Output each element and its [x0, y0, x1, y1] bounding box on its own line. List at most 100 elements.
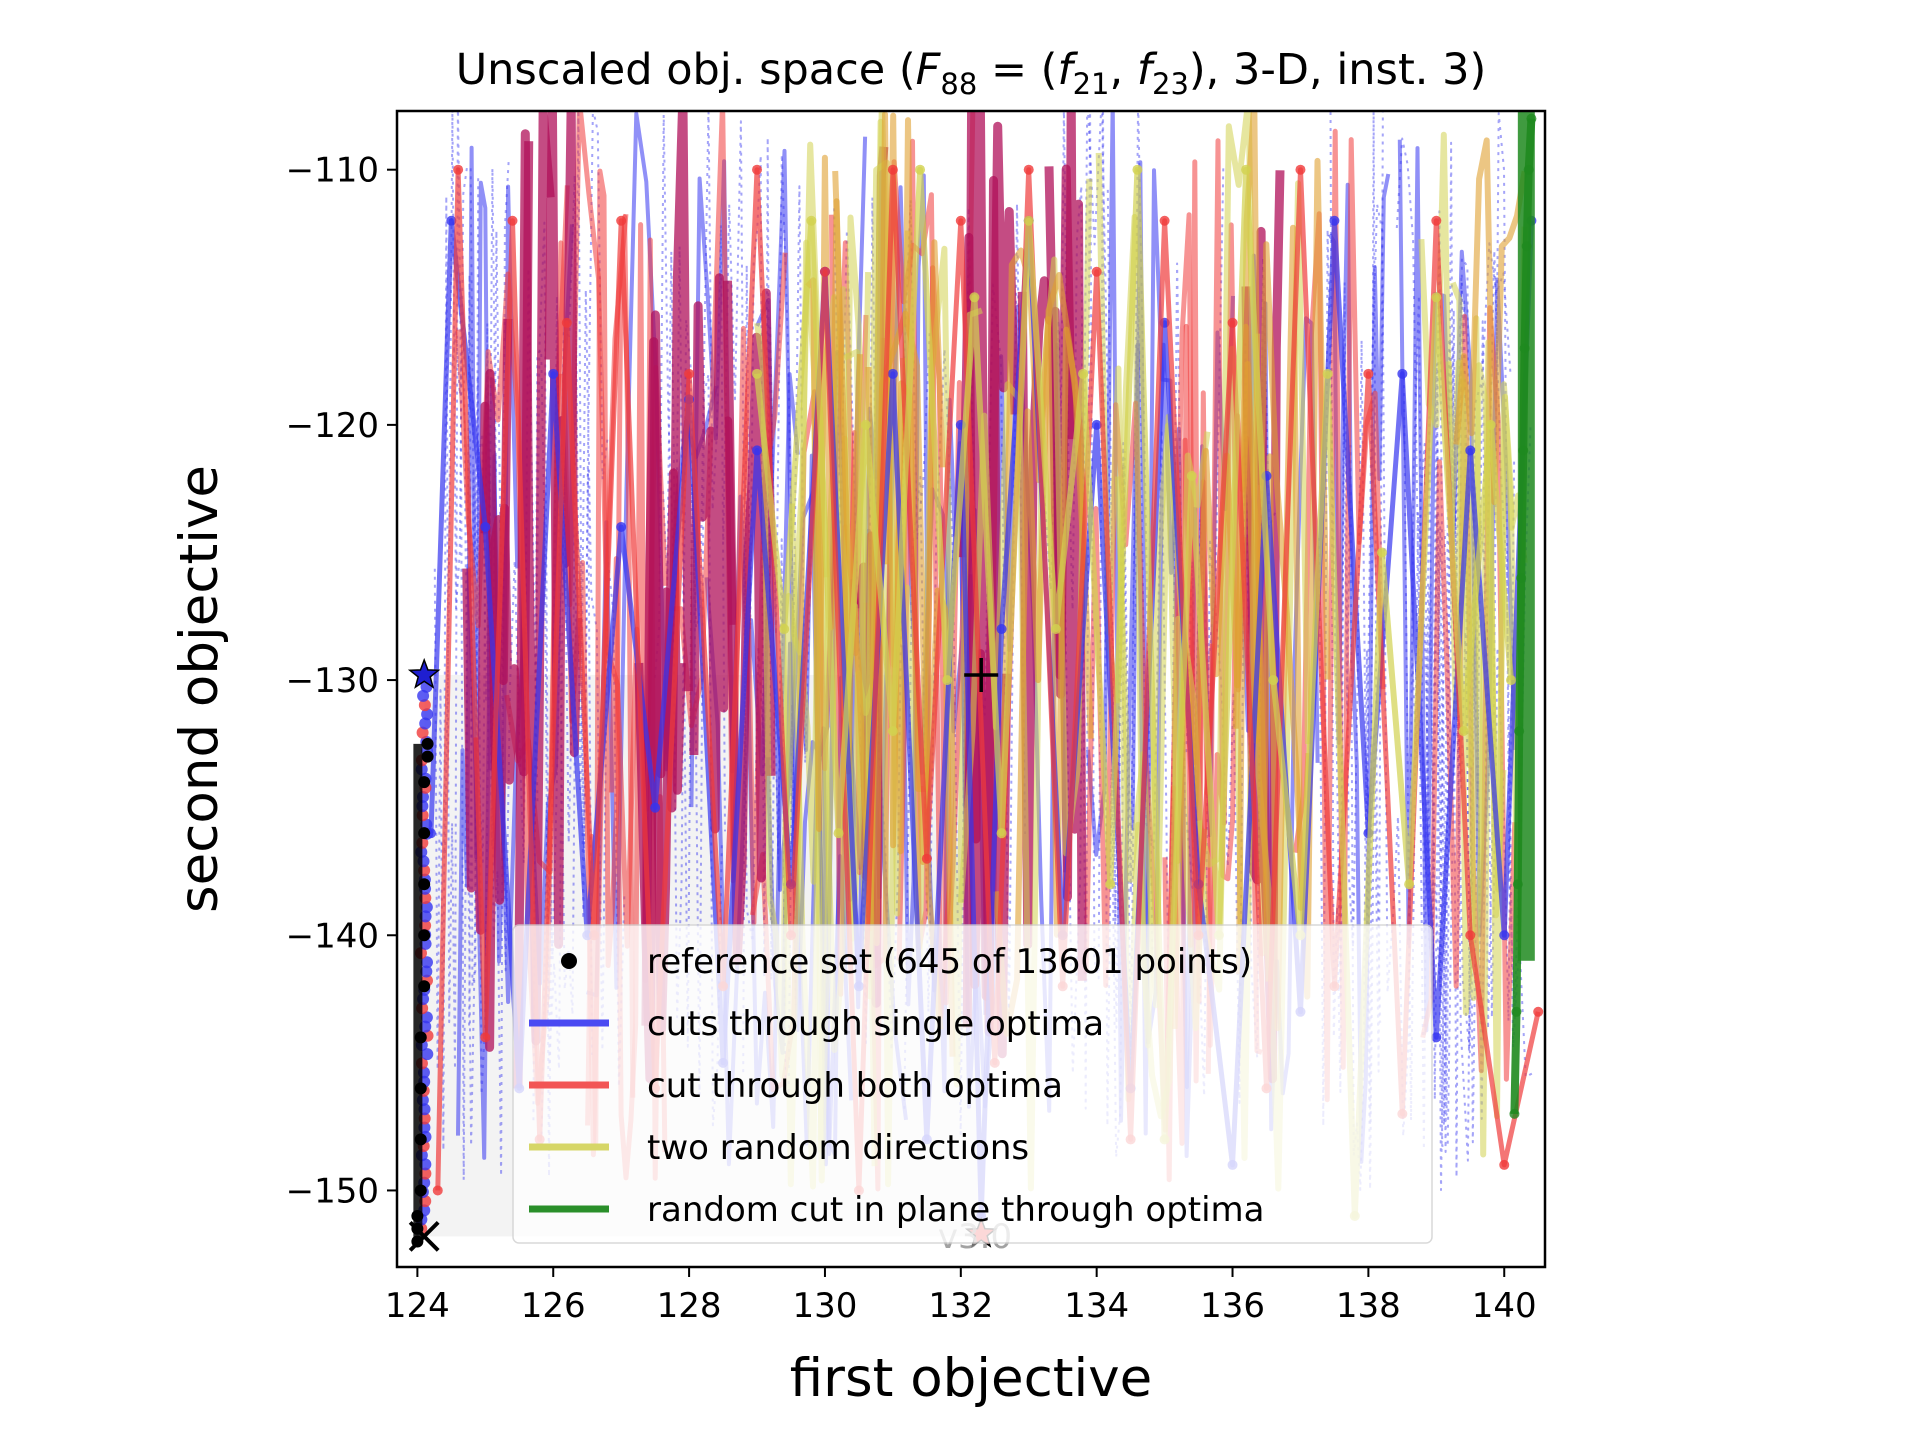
legend-label: cut through both optima [647, 1066, 1063, 1106]
series-point-1 [650, 802, 661, 813]
series-point-2 [955, 215, 966, 226]
series-point-2 [921, 853, 932, 864]
series-point-2 [561, 317, 572, 328]
series-point-1 [1329, 215, 1340, 226]
series-point-3 [1376, 547, 1387, 558]
y-tick-label: −140 [286, 916, 379, 956]
left-edge-point [421, 1048, 434, 1061]
left-edge-point [417, 689, 430, 702]
legend-label: cuts through single optima [647, 1004, 1104, 1044]
single-cut-dotted-trace [540, 174, 626, 1135]
series-point-2 [432, 1185, 443, 1196]
axes-frame [395, 109, 1547, 1269]
series-point-3 [1241, 164, 1252, 175]
reference-set-column [413, 743, 423, 1242]
series-point-2 [819, 266, 830, 277]
left-edge-point [421, 956, 434, 969]
legend: reference set (645 of 13601 points) cuts … [512, 924, 1433, 1244]
series-point-1 [752, 445, 763, 456]
series-point-3 [1105, 879, 1116, 890]
series-point-1 [996, 624, 1007, 635]
x-tick-label: 124 [385, 1286, 450, 1326]
series-point-4 [1511, 1006, 1522, 1017]
series-point-1 [446, 215, 457, 226]
series-point-3 [779, 624, 790, 635]
series-point-2 [1533, 1006, 1544, 1017]
y-tick-label: −110 [286, 151, 379, 191]
series-point-1 [1431, 1032, 1442, 1043]
series-point-1 [1465, 445, 1476, 456]
series-point-3 [1322, 368, 1333, 379]
series-point-2 [616, 215, 627, 226]
legend-swatch-dot [561, 953, 577, 969]
series-point-3 [1485, 419, 1496, 430]
left-edge-point [419, 717, 432, 730]
series-point-2 [752, 164, 763, 175]
random-overlap-trace [1232, 157, 1331, 1000]
series-point-3 [1132, 164, 1143, 175]
overlap-trace [689, 273, 737, 834]
y-tick-label: −120 [286, 406, 379, 446]
series-point-3 [1078, 368, 1089, 379]
series-point-1 [1397, 368, 1408, 379]
ideal-point-marker [408, 1220, 440, 1252]
series-point-3 [1268, 675, 1279, 686]
series-point-3 [1458, 726, 1469, 737]
series-point-4 [1509, 1108, 1520, 1119]
series-point-2 [684, 368, 695, 379]
left-edge-point [420, 1011, 433, 1024]
chart-title: Unscaled obj. space (F88 = (f21, f23), 3… [456, 45, 1487, 101]
series-point-1 [548, 368, 559, 379]
series-point-3 [1404, 879, 1415, 890]
x-axis-label: first objective [790, 1348, 1152, 1409]
series-point-3 [996, 828, 1007, 839]
x-tick-label: 140 [1472, 1286, 1537, 1326]
series-point-3 [833, 828, 844, 839]
y-tick-label: −130 [286, 661, 379, 701]
series-point-2 [1295, 164, 1306, 175]
series-point-2 [1023, 164, 1034, 175]
x-tick-label: 126 [521, 1286, 586, 1326]
optimum-1-marker [407, 657, 441, 689]
random-overlap-trace [1235, 111, 1312, 1031]
left-edge-point [419, 910, 432, 923]
series-point-2 [1431, 215, 1442, 226]
legend-label: reference set (645 of 13601 points) [647, 942, 1252, 982]
x-tick-label: 138 [1336, 1286, 1401, 1326]
series-point-3 [1023, 215, 1034, 226]
x-tick-label: 136 [1200, 1286, 1265, 1326]
series-point-3 [942, 675, 953, 686]
series-point-1 [1499, 930, 1510, 941]
series-point-2 [480, 1032, 491, 1043]
series-point-1 [616, 521, 627, 532]
series-point-2 [507, 215, 518, 226]
series-point-3 [915, 164, 926, 175]
series-point-2 [1499, 1159, 1510, 1170]
series-point-2 [453, 164, 464, 175]
series-point-2 [1091, 266, 1102, 277]
series-point-3 [1186, 470, 1197, 481]
y-tick-label: −150 [286, 1171, 379, 1211]
legend-box [512, 924, 1433, 1244]
x-tick-label: 132 [928, 1286, 993, 1326]
series-point-3 [969, 292, 980, 303]
plane-cut-band [1517, 111, 1535, 961]
single-cut-dotted-trace [1395, 137, 1480, 1179]
series-point-3 [860, 419, 871, 430]
ticks: 124 126 128 130 132 134 136 138 140 −110 −120 −130 −… [286, 151, 1537, 1326]
left-edge-point [421, 708, 434, 721]
series-point-2 [1363, 368, 1374, 379]
series-point-3 [1506, 675, 1517, 686]
series-point-2 [887, 164, 898, 175]
x-tick-label: 128 [657, 1286, 722, 1326]
left-edge-point [416, 726, 429, 739]
series-point-2 [1465, 930, 1476, 941]
overlap-trace [480, 141, 534, 905]
series-point-3 [1431, 292, 1442, 303]
series-point-2 [1159, 215, 1170, 226]
series-point-1 [480, 521, 491, 532]
reference-point [421, 750, 434, 763]
legend-label: random cut in plane through optima [647, 1190, 1265, 1230]
x-tick-label: 130 [792, 1286, 857, 1326]
